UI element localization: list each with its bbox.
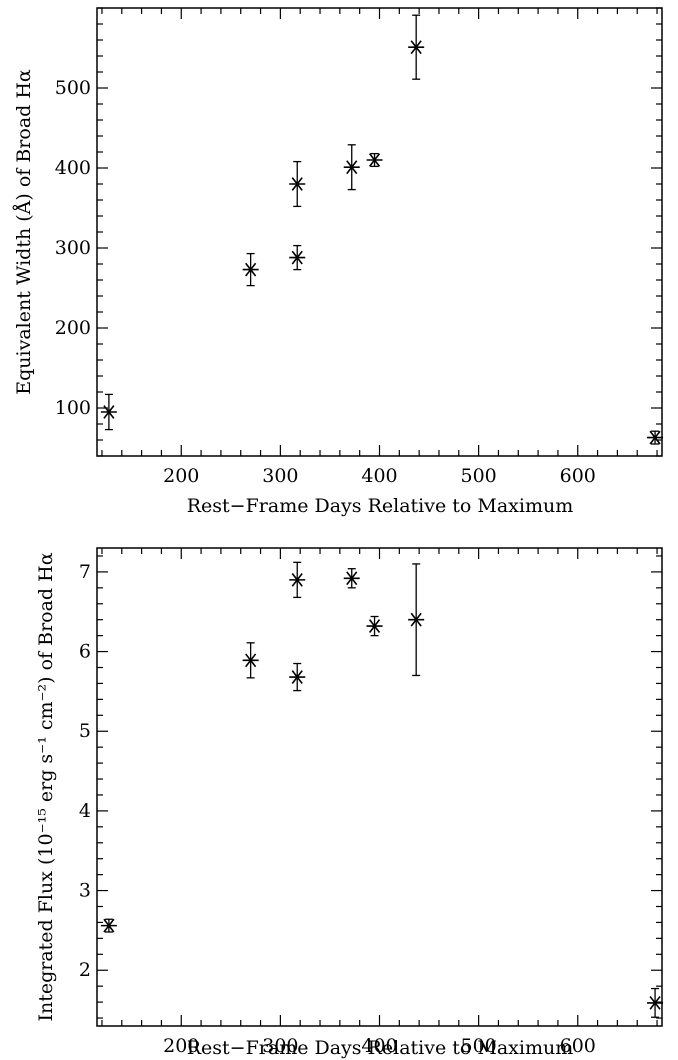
asterisk-marker [410,612,422,627]
x-tick-label: 400 [361,465,397,487]
asterisk-marker [245,262,257,277]
data-point [647,430,664,445]
data-point [408,563,425,677]
x-tick-label: 400 [361,1035,397,1057]
data-point [100,918,117,933]
asterisk-marker [291,177,303,191]
asterisk-marker [291,250,303,265]
data-point [647,987,664,1018]
y-axis-label: Equivalent Width (Å) of Broad Hα [13,69,35,395]
integrated-flux-panel: 200 300 400 500 600 2 3 4 5 6 7 Rest−Frame Days R… [35,547,664,1059]
data-point [242,252,259,287]
y-tick-labels: 2 3 4 5 6 7 [79,561,91,981]
asterisk-marker [103,918,115,933]
data-point [100,393,117,431]
y-tick-label: 3 [79,880,91,902]
x-axis-label: Rest−Frame Days Relative to Maximum [187,495,573,517]
asterisk-marker [368,619,381,633]
x-tick-label: 300 [262,1035,298,1057]
data-point [343,144,360,191]
data-point [289,662,306,692]
equivalent-width-panel: 200 300 400 500 600 100 200 300 400 500 Rest−Fra… [13,7,664,517]
x-tick-label: 500 [460,465,496,487]
y-tick-label: 500 [55,77,91,99]
axis-ticks [97,548,662,1026]
axis-ticks [97,7,662,457]
x-tick-label: 200 [163,465,199,487]
asterisk-marker [346,160,358,175]
x-tick-label: 600 [560,1035,596,1057]
asterisk-marker [368,153,381,167]
asterisk-marker [649,996,661,1010]
x-tick-label: 200 [163,1035,199,1057]
data-point [408,14,425,80]
data-points [100,561,664,1018]
data-point [366,152,383,168]
data-point [289,561,306,599]
asterisk-marker [346,571,358,586]
x-tick-label: 500 [460,1035,496,1057]
x-tick-label: 300 [262,465,298,487]
data-point [289,160,306,208]
asterisk-marker [410,40,422,55]
y-tick-label: 2 [79,959,91,981]
x-tick-labels: 200 300 400 500 600 [163,1035,596,1057]
y-tick-label: 4 [79,800,91,822]
asterisk-marker [291,572,303,587]
data-point [366,615,383,637]
asterisk-marker [103,405,115,419]
data-point [289,244,306,271]
x-axis-label: Rest−Frame Days Relative to Maximum [187,1037,573,1059]
x-tick-label: 600 [560,465,596,487]
y-axis-label: Integrated Flux (10⁻¹⁵ erg s⁻¹ cm⁻²) of … [35,552,57,1021]
y-tick-label: 200 [55,317,91,339]
y-tick-label: 300 [55,237,91,259]
y-tick-label: 5 [79,720,91,742]
data-points [100,14,664,445]
data-point [343,568,360,589]
y-tick-labels: 100 200 300 400 500 [55,77,91,419]
plot-frame [96,7,663,457]
data-point [242,642,259,679]
asterisk-marker [245,653,257,668]
y-tick-label: 100 [55,397,91,419]
asterisk-marker [291,670,303,684]
y-tick-label: 400 [55,157,91,179]
asterisk-marker [649,430,661,445]
y-tick-label: 7 [79,561,91,583]
x-tick-labels: 200 300 400 500 600 [163,465,596,487]
y-tick-label: 6 [79,641,91,663]
